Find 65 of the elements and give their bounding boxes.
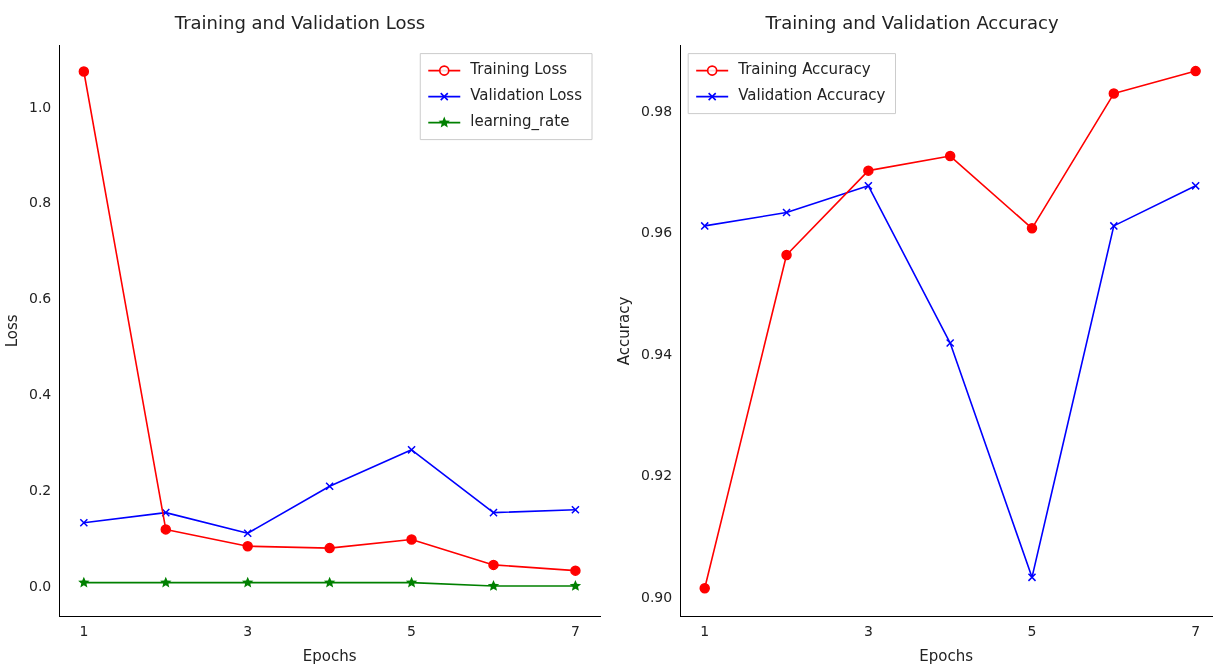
point xyxy=(78,576,90,588)
y-tick-label: 0.92 xyxy=(641,467,673,484)
point xyxy=(489,508,498,517)
point xyxy=(944,150,956,162)
x-tick-label: 3 xyxy=(863,623,873,640)
point xyxy=(243,528,252,538)
y-tick-label: 0.4 xyxy=(29,386,52,403)
y-tick-label: 0.8 xyxy=(29,194,52,211)
point xyxy=(1108,88,1120,99)
legend-label: Validation Accuracy xyxy=(738,86,886,105)
chart-title: Training and Validation Accuracy xyxy=(764,12,1059,34)
point xyxy=(570,565,581,576)
point xyxy=(407,445,416,455)
point xyxy=(781,249,792,261)
legend-label: Training Accuracy xyxy=(737,60,871,79)
y-tick-label: 0.90 xyxy=(641,588,673,605)
legend-label: Validation Loss xyxy=(470,86,583,105)
y-tick-label: 0.6 xyxy=(29,290,52,307)
y-tick-label: 0.94 xyxy=(641,345,673,362)
y-axis-title: Accuracy xyxy=(614,296,633,366)
legend-label: Training Loss xyxy=(469,60,568,79)
x-tick-label: 3 xyxy=(243,623,253,640)
y-tick-label: 0.0 xyxy=(29,578,52,595)
point xyxy=(161,508,171,517)
y-axis-title: Loss xyxy=(2,314,21,348)
y-tick-label: 1.0 xyxy=(29,98,52,115)
point xyxy=(325,481,334,491)
x-axis-title: Epochs xyxy=(919,646,974,665)
point xyxy=(1190,65,1201,77)
point xyxy=(1109,221,1119,231)
point xyxy=(864,181,873,191)
point xyxy=(323,576,336,588)
x-axis-title: Epochs xyxy=(302,646,357,665)
point xyxy=(699,583,710,594)
y-tick-label: 0.98 xyxy=(641,103,673,120)
point xyxy=(1027,573,1037,582)
chart-title: Training and Validation Loss xyxy=(173,12,426,34)
point xyxy=(406,534,417,545)
x-tick-label: 5 xyxy=(1027,623,1037,640)
x-tick-label: 7 xyxy=(1191,623,1201,640)
point xyxy=(242,576,254,588)
point xyxy=(1026,223,1038,234)
point xyxy=(160,576,172,588)
x-tick-label: 1 xyxy=(700,623,710,640)
x-tick-label: 5 xyxy=(407,623,417,640)
point xyxy=(700,221,709,231)
point xyxy=(405,576,418,588)
point xyxy=(569,579,582,591)
point xyxy=(945,338,955,348)
point xyxy=(782,208,791,217)
point xyxy=(571,505,580,515)
point xyxy=(242,540,253,552)
point xyxy=(79,518,89,527)
point xyxy=(78,66,90,77)
point xyxy=(487,579,500,591)
y-tick-label: 0.96 xyxy=(641,224,673,241)
point xyxy=(160,524,172,535)
x-tick-label: 7 xyxy=(570,623,580,640)
y-tick-label: 0.2 xyxy=(29,482,52,499)
point xyxy=(488,559,499,571)
point xyxy=(1191,181,1200,191)
legend-label: learning_rate xyxy=(470,112,570,132)
x-tick-label: 1 xyxy=(79,623,89,640)
point xyxy=(324,542,335,554)
point xyxy=(863,165,874,176)
